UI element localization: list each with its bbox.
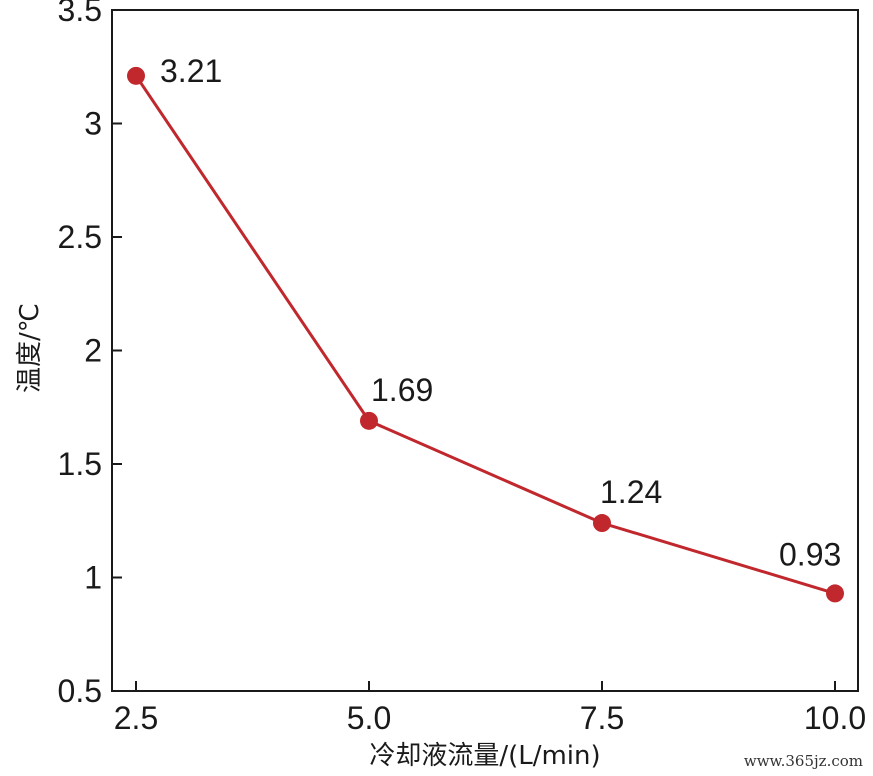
watermark: www.365jz.com <box>744 752 863 770</box>
y-tick-label: 2 <box>84 333 102 369</box>
x-tick-label: 7.5 <box>580 700 624 736</box>
y-tick-label: 0.5 <box>58 673 102 709</box>
data-label: 1.69 <box>371 372 433 408</box>
data-point <box>826 584 844 603</box>
y-tick-label: 2.5 <box>58 219 102 255</box>
y-axis: 0.5 1 1.5 2 2.5 3 3.5 <box>58 0 122 709</box>
y-tick-label: 1.5 <box>58 446 102 482</box>
data-point <box>127 66 145 85</box>
plot-frame <box>111 9 859 692</box>
x-axis-title: 冷却液流量/(L/min) <box>369 741 600 771</box>
series-layer: 3.21 1.69 1.24 0.93 <box>127 53 844 603</box>
y-tick-label: 1 <box>84 560 102 596</box>
x-tick-label: 5.0 <box>347 700 391 736</box>
data-point <box>593 514 611 533</box>
data-label: 0.93 <box>779 536 841 572</box>
y-tick-label: 3.5 <box>58 0 102 28</box>
data-label: 1.24 <box>600 474 662 510</box>
data-point <box>360 411 378 430</box>
x-tick-label: 2.5 <box>114 700 158 736</box>
y-tick-label: 3 <box>84 106 102 142</box>
x-tick-label: 10.0 <box>804 700 866 736</box>
data-label: 3.21 <box>160 53 222 89</box>
series-line <box>134 74 836 595</box>
y-axis-title: 温度/℃ <box>15 303 45 393</box>
x-axis: 2.5 5.0 7.5 10.0 <box>114 681 866 736</box>
